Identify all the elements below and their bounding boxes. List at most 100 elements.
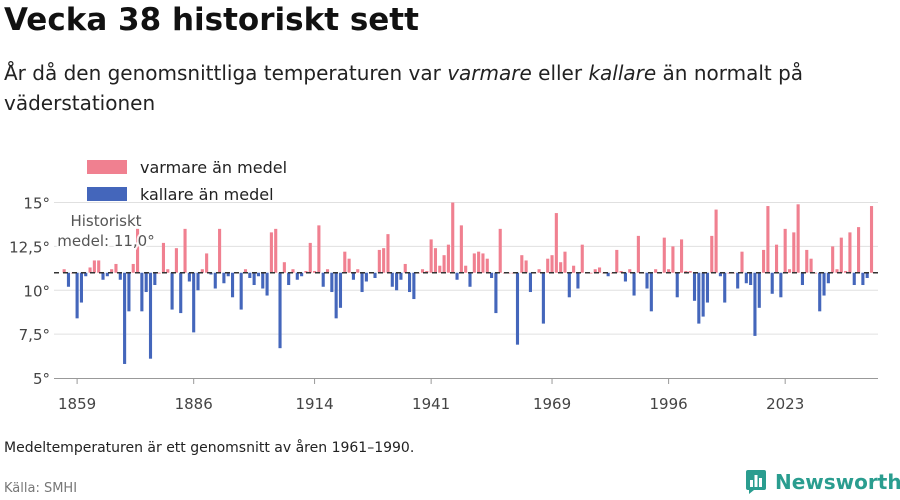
bar [818, 272, 822, 312]
bar [222, 272, 226, 284]
bar [75, 272, 79, 319]
bar [831, 246, 835, 273]
bar [822, 272, 826, 296]
bar [261, 272, 265, 289]
bar [826, 272, 830, 284]
bar [105, 272, 109, 277]
bar [675, 272, 679, 298]
bar [494, 272, 498, 314]
bar [718, 272, 722, 277]
bar [490, 272, 494, 278]
bar [295, 272, 299, 280]
bar [779, 272, 783, 298]
bar [304, 270, 308, 273]
bar [265, 272, 269, 296]
bar [546, 258, 550, 273]
bar [619, 270, 623, 273]
bar [649, 272, 653, 312]
bar [753, 272, 757, 336]
bar [433, 248, 438, 273]
y-tick-label: 10° [23, 282, 50, 300]
bar [356, 269, 360, 273]
bar [839, 237, 843, 273]
baseline-label-line-1: Historiskt [70, 212, 141, 230]
bar [351, 272, 355, 280]
bar [148, 272, 153, 359]
bar [269, 232, 273, 273]
bar [589, 272, 593, 274]
bar [762, 249, 766, 273]
bar [714, 209, 718, 273]
legend-swatch-cold [87, 187, 127, 201]
x-tick-label: 2023 [766, 395, 804, 413]
bar [446, 244, 450, 273]
bar [325, 269, 330, 273]
bar [118, 272, 122, 280]
bar [131, 263, 135, 273]
bar [101, 272, 105, 280]
bar [485, 258, 489, 273]
bar [66, 272, 71, 287]
bar [239, 272, 243, 310]
subtitle-part-1: År då den genomsnittliga temperaturen va… [4, 61, 448, 85]
bar [252, 272, 256, 286]
bar [161, 242, 166, 273]
bar [144, 272, 148, 293]
bar [524, 260, 528, 273]
bar [153, 272, 157, 286]
bar [403, 263, 407, 273]
x-axis-ticks: 1859 1886 1914 1941 1969 1996 2023 [58, 378, 804, 413]
bar [218, 228, 222, 273]
bar [205, 253, 209, 273]
x-tick-label: 1996 [650, 395, 688, 413]
bar [692, 272, 697, 301]
bar [408, 272, 412, 293]
brand-logo[interactable]: Newsworthy [745, 468, 900, 496]
bar [481, 253, 485, 273]
y-axis-ticks: 5° 7,5° 10° 12,5° 15° [9, 195, 50, 388]
bar [174, 248, 178, 273]
bar [662, 237, 666, 273]
bar [580, 244, 584, 273]
bar [563, 251, 567, 273]
bar [429, 239, 433, 273]
bar [330, 272, 334, 293]
bar [740, 251, 744, 273]
bar [179, 272, 183, 314]
bar [399, 272, 403, 280]
x-tick-label: 1859 [58, 395, 96, 413]
bar [390, 272, 394, 287]
bar [667, 269, 671, 273]
bar [701, 272, 705, 317]
bar [654, 269, 658, 273]
bar [256, 272, 260, 277]
subtitle-cold-word: kallare [588, 61, 657, 85]
bar [123, 272, 127, 364]
bar [451, 202, 455, 273]
bar [787, 269, 792, 273]
bar [736, 272, 740, 289]
bar [792, 232, 796, 273]
bar [425, 270, 429, 273]
bar [166, 269, 170, 273]
bar [438, 265, 442, 273]
bar [645, 272, 649, 289]
bar [226, 272, 230, 277]
bar [243, 269, 248, 273]
bar [140, 272, 144, 312]
bar [671, 246, 675, 273]
x-tick-label: 1941 [412, 395, 450, 413]
bar [230, 272, 235, 298]
bar [97, 260, 101, 273]
bar [805, 249, 809, 273]
subtitle-warm-word: varmare [447, 61, 532, 85]
bar [192, 272, 196, 333]
bar [623, 272, 627, 282]
bar [813, 272, 817, 274]
bar [395, 272, 399, 291]
bar [442, 255, 446, 273]
gridlines [54, 202, 878, 379]
bar [373, 272, 377, 278]
bar [386, 234, 390, 273]
bar [680, 239, 684, 273]
